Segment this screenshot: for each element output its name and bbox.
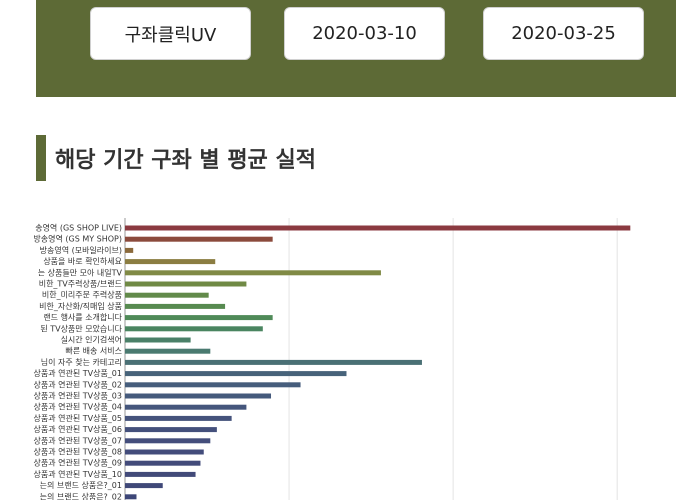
- bar: [125, 303, 226, 309]
- y-tick-label: 상품과 연관된 TV상품_08: [33, 447, 122, 457]
- bar: [125, 247, 134, 253]
- y-tick-label: 상품과 연관된 TV상품_07: [33, 435, 122, 445]
- bar: [125, 348, 211, 354]
- y-tick-label: 상품과 연관된 TV상품_09: [33, 458, 122, 468]
- y-tick-label: 방송영역 (GS MY SHOP): [33, 234, 122, 244]
- bar: [125, 427, 217, 433]
- bar: [125, 259, 216, 265]
- bar: [125, 438, 211, 444]
- end-date[interactable]: 2020-03-25: [483, 7, 644, 60]
- bar: [125, 225, 631, 231]
- y-tick-label: 상품과 연관된 TV상품_06: [33, 424, 122, 434]
- y-tick-label: 비한_TV주력상품/브랜드: [39, 279, 122, 289]
- bar: [125, 326, 263, 332]
- bar: [125, 359, 422, 365]
- bar: [125, 292, 209, 298]
- bar: [125, 483, 163, 489]
- bar: [125, 281, 247, 287]
- bar: [125, 315, 273, 321]
- y-tick-label: 비한_미리주문 주력상품: [42, 290, 122, 300]
- y-tick-label: 상품과 연관된 TV상품_04: [33, 402, 122, 412]
- y-tick-label: 랜드 행사를 소개합니다: [43, 312, 122, 322]
- y-tick-label: 는 상품들만 모아 내일TV: [38, 267, 123, 277]
- y-tick-label: 된 TV상품만 모았습니다: [40, 323, 122, 333]
- bar: [125, 404, 247, 410]
- y-tick-label: 비한_자산화/직매입 상품: [39, 301, 122, 311]
- bar: [125, 460, 201, 466]
- heading-accent: [36, 135, 46, 181]
- y-tick-label: 송영역 (GS SHOP LIVE): [35, 223, 122, 233]
- metric-select[interactable]: 구좌클릭UV: [90, 7, 251, 60]
- bar: [125, 494, 137, 500]
- bar: [125, 337, 191, 343]
- y-tick-label: 는의 브랜드 상품은?_01: [40, 480, 122, 490]
- bar: [125, 415, 232, 421]
- y-tick-label: 실시간 인기검색어: [61, 335, 122, 345]
- chart-title: 해당 기간 구좌 별 평균 실적: [55, 148, 316, 173]
- bar: [125, 449, 204, 455]
- bar: [125, 382, 301, 388]
- y-tick-label: 상품을 바로 확인하세요: [43, 256, 122, 266]
- start-date[interactable]: 2020-03-10: [284, 7, 445, 60]
- y-tick-label: 방송영역 (모바일라이브): [40, 245, 122, 255]
- bar: [125, 270, 381, 276]
- y-tick-label: 상품과 연관된 TV상품_01: [33, 368, 122, 378]
- y-tick-label: 상품과 연관된 TV상품_02: [33, 379, 122, 389]
- bar: [125, 471, 196, 477]
- y-tick-label: 님이 자주 찾는 카테고리: [41, 357, 122, 367]
- y-tick-label: 상품과 연관된 TV상품_03: [33, 391, 122, 401]
- bar: [125, 371, 347, 377]
- y-tick-label: 빠른 배송 서비스: [65, 346, 122, 356]
- bar: [125, 393, 272, 399]
- y-tick-label: 는의 브랜드 상품은?_02: [40, 491, 122, 500]
- y-tick-label: 상품과 연관된 TV상품_05: [33, 413, 122, 423]
- bar: [125, 236, 273, 242]
- y-tick-label: 상품과 연관된 TV상품_10: [33, 469, 122, 479]
